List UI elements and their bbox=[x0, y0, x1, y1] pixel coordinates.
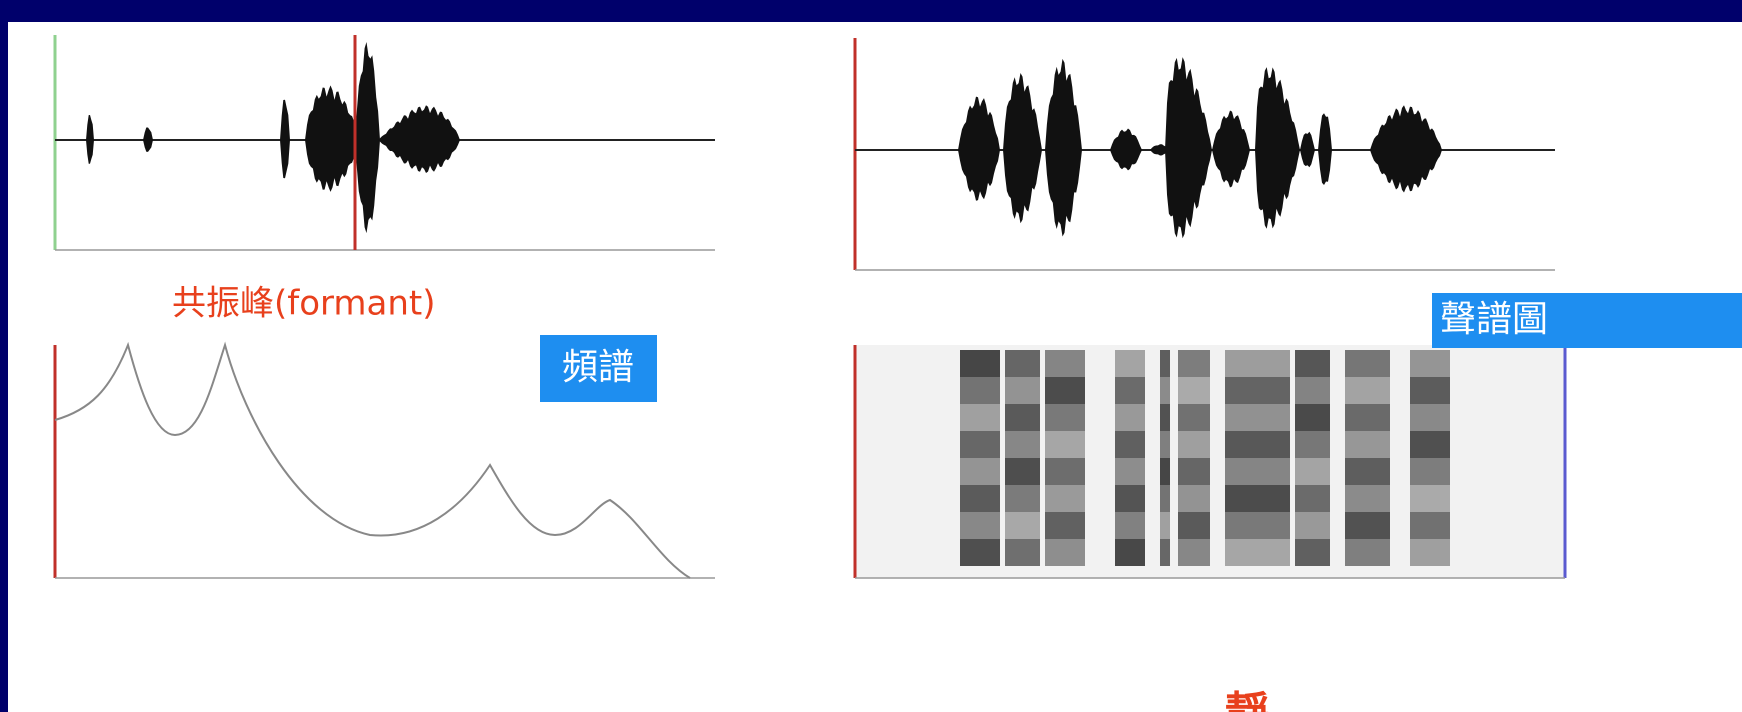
spectrogram-band bbox=[1295, 377, 1330, 404]
spectrogram-band bbox=[960, 458, 1000, 485]
spectrogram-band bbox=[1005, 377, 1040, 404]
spectrogram-band bbox=[1115, 458, 1145, 485]
spectrogram-band bbox=[1045, 377, 1085, 404]
spectrogram-band bbox=[1178, 350, 1210, 377]
spectrogram-band bbox=[1160, 350, 1170, 377]
spectrum-label: 頻譜 bbox=[562, 347, 634, 388]
spectrogram-band bbox=[1045, 485, 1085, 512]
spectrogram-band bbox=[1410, 377, 1450, 404]
spectrogram-band bbox=[1160, 485, 1170, 512]
spectrogram-band bbox=[1005, 431, 1040, 458]
waveform-panel-left bbox=[20, 30, 720, 275]
spectrogram-band bbox=[1005, 485, 1040, 512]
spectrogram-band bbox=[1225, 431, 1290, 458]
spectrogram-band bbox=[1225, 539, 1290, 566]
spectrogram-band bbox=[1045, 404, 1085, 431]
spectrogram-band bbox=[1160, 377, 1170, 404]
spectrogram-band bbox=[1115, 512, 1145, 539]
spectrogram-band bbox=[1045, 458, 1085, 485]
spectrogram-band bbox=[1225, 350, 1290, 377]
spectrogram-band bbox=[1160, 539, 1170, 566]
spectrogram-band bbox=[1345, 404, 1390, 431]
spectrogram-band bbox=[960, 539, 1000, 566]
spectrogram-band bbox=[1345, 539, 1390, 566]
spectrogram-band bbox=[960, 377, 1000, 404]
spectrogram-band bbox=[1410, 458, 1450, 485]
spectrogram-band bbox=[1005, 350, 1040, 377]
spectrogram-band bbox=[1345, 512, 1390, 539]
spectrogram-band bbox=[1045, 350, 1085, 377]
slide: 共振峰(formant) 頻譜 聲譜圖 靜 bbox=[0, 0, 1742, 712]
spectrogram-band bbox=[1410, 539, 1450, 566]
spectrogram-band bbox=[1178, 512, 1210, 539]
spectrogram-band bbox=[1115, 485, 1145, 512]
spectrogram-band bbox=[1295, 404, 1330, 431]
spectrogram-band bbox=[960, 431, 1000, 458]
spectrogram-band bbox=[1410, 404, 1450, 431]
spectrogram-panel bbox=[855, 345, 1565, 578]
spectrogram-band bbox=[1160, 431, 1170, 458]
spectrogram-band bbox=[1005, 512, 1040, 539]
spectrogram-band bbox=[960, 485, 1000, 512]
spectrogram-band bbox=[1345, 458, 1390, 485]
spectrogram-band bbox=[1160, 458, 1170, 485]
spectrogram-band bbox=[1225, 377, 1290, 404]
spectrogram bbox=[960, 350, 1450, 566]
page: 共振峰(formant) 頻譜 聲譜圖 靜 (() => { const dat… bbox=[0, 0, 1742, 712]
spectrogram-band bbox=[1115, 404, 1145, 431]
spectrogram-label: 聲譜圖 bbox=[1440, 299, 1548, 340]
spectrogram-band bbox=[1045, 539, 1085, 566]
spectrogram-band bbox=[1345, 377, 1390, 404]
spectrogram-band bbox=[1005, 404, 1040, 431]
spectrogram-band bbox=[1225, 512, 1290, 539]
spectrogram-band bbox=[1045, 431, 1085, 458]
spectrogram-band bbox=[1295, 350, 1330, 377]
spectrogram-band bbox=[1295, 512, 1330, 539]
spectrogram-band bbox=[1005, 539, 1040, 566]
spectrogram-band bbox=[960, 350, 1000, 377]
spectrogram-band bbox=[1225, 485, 1290, 512]
spectrogram-band bbox=[1115, 431, 1145, 458]
spectrogram-band bbox=[1345, 350, 1390, 377]
bottom-label: 靜 bbox=[1225, 688, 1269, 712]
spectrogram-band bbox=[1178, 377, 1210, 404]
spectrogram-band bbox=[1410, 485, 1450, 512]
spectrogram-band bbox=[1295, 485, 1330, 512]
spectrogram-band bbox=[1005, 458, 1040, 485]
spectrogram-band bbox=[1178, 458, 1210, 485]
spectrogram-band bbox=[1115, 377, 1145, 404]
spectrogram-band bbox=[1178, 485, 1210, 512]
spectrogram-band bbox=[1345, 485, 1390, 512]
spectrogram-band bbox=[1115, 350, 1145, 377]
spectrogram-band bbox=[1160, 404, 1170, 431]
spectrogram-band bbox=[1295, 539, 1330, 566]
formant-label: 共振峰(formant) bbox=[172, 284, 436, 324]
spectrogram-band bbox=[960, 512, 1000, 539]
spectrogram-band bbox=[1225, 458, 1290, 485]
spectrogram-band bbox=[1295, 458, 1330, 485]
spectrogram-band bbox=[1115, 539, 1145, 566]
spectrogram-band bbox=[1178, 404, 1210, 431]
spectrogram-band bbox=[1225, 404, 1290, 431]
spectrogram-band bbox=[1345, 431, 1390, 458]
spectrogram-band bbox=[1160, 512, 1170, 539]
spectrogram-band bbox=[1410, 350, 1450, 377]
spectrogram-band bbox=[1295, 431, 1330, 458]
spectrogram-band bbox=[1410, 512, 1450, 539]
spectrogram-band bbox=[1045, 512, 1085, 539]
spectrogram-band bbox=[1178, 431, 1210, 458]
spectrogram-band bbox=[1178, 539, 1210, 566]
spectrogram-band bbox=[1410, 431, 1450, 458]
spectrogram-band bbox=[960, 404, 1000, 431]
